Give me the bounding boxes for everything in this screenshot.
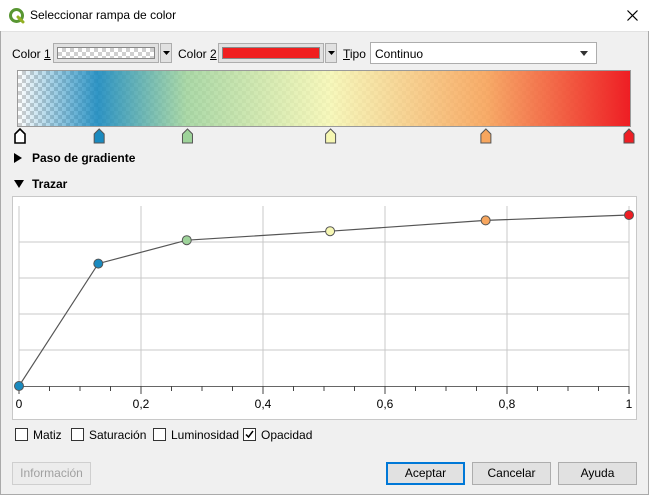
hue-checkbox[interactable]: [15, 428, 28, 441]
help-button[interactable]: Ayuda: [558, 462, 637, 485]
saturation-label: Saturación: [89, 428, 147, 442]
qgis-logo-icon: [9, 8, 25, 24]
chevron-down-icon: [580, 51, 588, 56]
ramp-stop-marker[interactable]: [623, 128, 635, 144]
color2-label: Color 2: [178, 47, 217, 61]
opacity-curve-point[interactable]: [181, 235, 192, 246]
plot-x-tick-label: 0,4: [255, 397, 272, 411]
ramp-stop-shape: [93, 128, 105, 144]
opacity-curve-point[interactable]: [325, 226, 336, 237]
color-ramp-preview[interactable]: [17, 70, 631, 127]
ramp-stop-markers[interactable]: [10, 128, 640, 144]
plot-x-tick-label: 0: [16, 397, 23, 411]
type-select-value: Continuo: [375, 47, 424, 61]
plot-x-tick-label: 0,8: [499, 397, 516, 411]
opacity-curve-point[interactable]: [624, 210, 634, 220]
chevron-down-icon: [14, 180, 24, 188]
opacity-checkbox[interactable]: [243, 428, 256, 441]
window-title: Seleccionar rampa de color: [30, 8, 177, 22]
gradient-step-section-title: Paso de gradiente: [32, 151, 136, 165]
ok-button[interactable]: Aceptar: [386, 462, 465, 485]
plot-x-tick-label: 0,2: [133, 397, 150, 411]
opacity-curve-line: [18, 214, 630, 387]
chevron-right-icon: [14, 153, 22, 163]
saturation-checkbox[interactable]: [71, 428, 84, 441]
plot-frame: [12, 196, 637, 420]
color1-swatch: [57, 47, 155, 59]
type-label: Tipo: [343, 47, 366, 61]
ramp-stop-marker[interactable]: [181, 128, 193, 144]
window-border-left: [0, 31, 1, 495]
opacity-curve-point[interactable]: [93, 258, 104, 269]
opacity-plot[interactable]: 0 0,2 0,4 0,6 0,8 1: [0, 196, 649, 424]
lightness-label: Luminosidad: [171, 428, 240, 442]
ramp-stop-shape: [14, 128, 26, 144]
ramp-stop-shape: [480, 128, 492, 144]
color-ramp-gradient: [18, 71, 630, 126]
ramp-stop-shape: [325, 128, 337, 144]
cancel-button[interactable]: Cancelar: [472, 462, 551, 485]
opacity-curve-point[interactable]: [480, 215, 491, 226]
info-button[interactable]: Información: [12, 462, 91, 485]
chevron-down-icon: [163, 51, 170, 55]
color1-button[interactable]: [53, 43, 159, 63]
gradient-step-section-header[interactable]: Paso de gradiente: [14, 151, 214, 165]
color1-label: Color 1: [12, 47, 51, 61]
ramp-stop-shape: [623, 128, 635, 144]
ramp-stop-marker[interactable]: [325, 128, 337, 144]
plot-x-tick-label: 1: [626, 397, 633, 411]
close-icon: [627, 10, 638, 21]
ramp-stop-marker[interactable]: [93, 128, 105, 144]
plot-section-title: Trazar: [32, 177, 68, 191]
color1-dropdown-button[interactable]: [160, 43, 172, 63]
checkmark-icon: [245, 430, 254, 439]
plot-x-tick-label: 0,6: [377, 397, 394, 411]
color2-swatch: [222, 47, 320, 59]
color2-button[interactable]: [218, 43, 324, 63]
lightness-checkbox[interactable]: [153, 428, 166, 441]
chevron-down-icon: [328, 51, 335, 55]
ramp-stop-marker[interactable]: [14, 128, 26, 144]
plot-section-header[interactable]: Trazar: [14, 177, 214, 191]
hue-label: Matiz: [33, 428, 62, 442]
ramp-stop-shape: [181, 128, 193, 144]
title-bar: Seleccionar rampa de color: [0, 0, 649, 32]
ramp-stop-marker[interactable]: [480, 128, 492, 144]
opacity-curve-point[interactable]: [14, 381, 24, 391]
type-select[interactable]: Continuo: [370, 42, 597, 64]
close-button[interactable]: [616, 0, 649, 31]
color2-dropdown-button[interactable]: [325, 43, 337, 63]
opacity-label: Opacidad: [261, 428, 313, 442]
